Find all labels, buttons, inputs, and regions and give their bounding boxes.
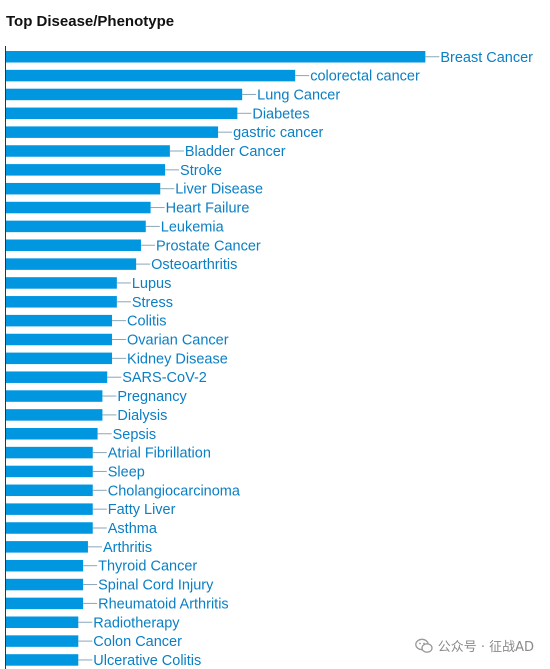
bar-label: Pregnancy	[117, 389, 187, 405]
bar-label: Asthma	[108, 521, 158, 537]
bar	[6, 578, 84, 591]
bar-label: Spinal Cord Injury	[98, 578, 214, 594]
bar	[6, 522, 93, 534]
bar	[6, 145, 170, 157]
bar-label: Cholangiocarcinoma	[108, 483, 241, 499]
bar-label: Heart Failure	[166, 201, 250, 217]
bar-label: Colon Cancer	[93, 634, 182, 650]
bar-label: Arthritis	[103, 540, 152, 556]
bar-label: Diabetes	[252, 106, 309, 122]
bar	[6, 446, 93, 459]
bar-label: Radiotherapy	[93, 615, 180, 631]
bar	[6, 164, 166, 176]
bar-label: Fatty Liver	[108, 502, 176, 518]
bar	[6, 201, 151, 214]
bar	[6, 296, 117, 308]
bar	[6, 503, 93, 515]
bar	[6, 107, 238, 120]
bar-label: Breast Cancer	[440, 50, 533, 66]
chart-title: Top Disease/Phenotype	[6, 13, 175, 30]
bar-label: Thyroid Cancer	[98, 559, 197, 575]
bar-label: Rheumatoid Arthritis	[98, 596, 229, 612]
bar	[6, 616, 79, 628]
bar	[6, 559, 84, 572]
bar-label: Leukemia	[161, 219, 225, 235]
watermark-text: 公众号 · 征战AD	[437, 640, 534, 655]
bar-label: Ovarian Cancer	[127, 333, 229, 349]
bar	[6, 69, 296, 82]
bar	[6, 635, 79, 647]
bar	[6, 541, 88, 553]
bar-label: Lupus	[132, 276, 172, 292]
bar-label: Lung Cancer	[257, 87, 340, 103]
bar-label: Dialysis	[117, 408, 167, 424]
bar	[6, 51, 426, 63]
bar	[6, 126, 219, 138]
bar	[6, 390, 103, 402]
bar-label: gastric cancer	[233, 125, 323, 141]
bar-label: SARS-CoV-2	[122, 370, 207, 386]
bar-label: Atrial Fibrillation	[108, 446, 211, 462]
bar	[6, 371, 108, 383]
bar	[6, 333, 113, 346]
bar	[6, 597, 84, 610]
bar	[6, 409, 103, 421]
bar-label: Sleep	[108, 464, 145, 480]
bar-label: Kidney Disease	[127, 351, 228, 367]
bar	[6, 352, 113, 365]
bar	[6, 277, 117, 289]
bar	[6, 88, 243, 101]
bar	[6, 220, 146, 233]
bar	[6, 654, 79, 666]
bar-label: Ulcerative Colitis	[93, 653, 201, 669]
bar-label: Colitis	[127, 314, 166, 330]
bar	[6, 314, 113, 327]
bar-label: colorectal cancer	[310, 69, 420, 85]
bar	[6, 428, 98, 440]
wechat-icon	[414, 638, 433, 653]
bar	[6, 239, 141, 251]
bar	[6, 465, 93, 478]
bar-label: Prostate Cancer	[156, 238, 261, 254]
bar-label: Liver Disease	[175, 182, 263, 198]
bar-label: Stroke	[180, 163, 222, 179]
bar	[6, 258, 137, 270]
bar-label: Sepsis	[113, 427, 157, 443]
bar	[6, 182, 161, 195]
bar-label: Osteoarthritis	[151, 257, 237, 273]
watermark: 公众号 · 征战AD	[414, 636, 534, 655]
bar	[6, 484, 93, 497]
bar-label: Stress	[132, 295, 173, 311]
bar-label: Bladder Cancer	[185, 144, 286, 160]
